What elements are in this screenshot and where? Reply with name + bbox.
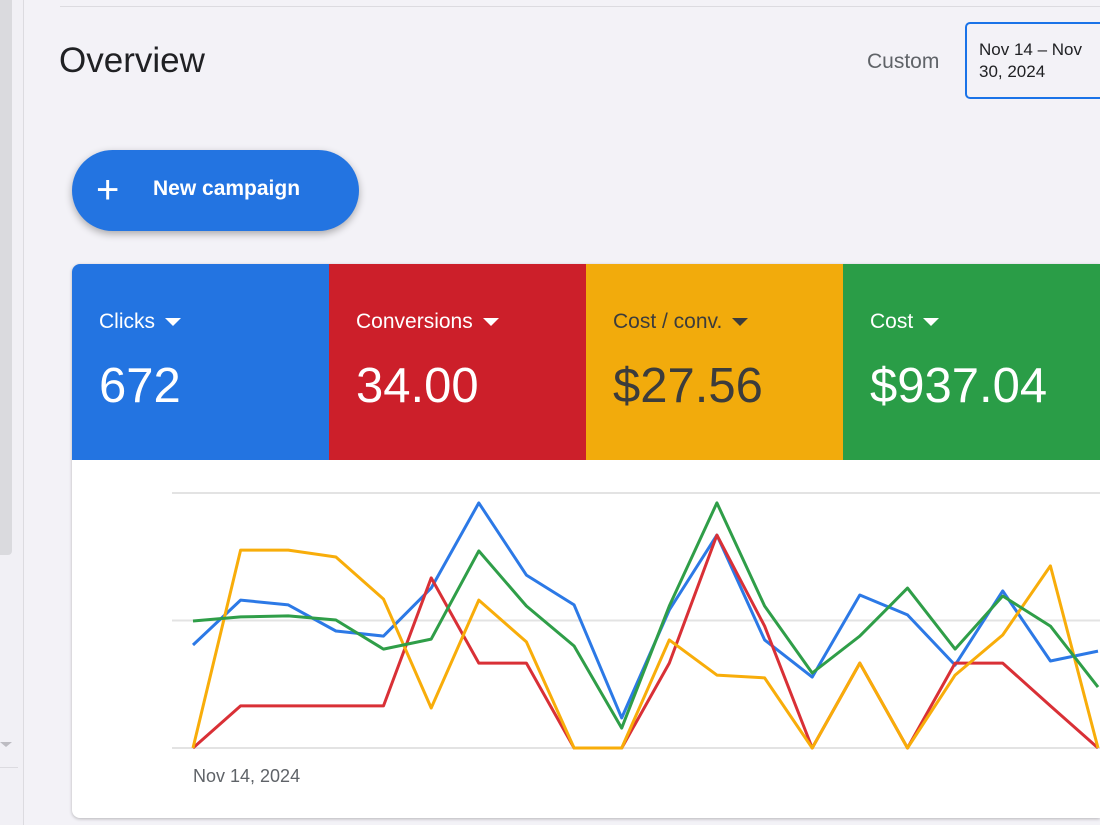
caret-down-icon[interactable] xyxy=(923,318,940,326)
caret-down-icon[interactable] xyxy=(732,318,749,326)
metric-value: $937.04 xyxy=(870,359,1048,413)
date-range-picker[interactable]: Nov 14 – Nov 30, 2024 xyxy=(965,22,1100,99)
divider xyxy=(0,767,18,768)
left-panel xyxy=(0,0,24,825)
metric-label: Cost / conv. xyxy=(613,310,723,333)
metric-tile-cost[interactable]: Cost $937.04 xyxy=(843,264,1100,460)
metric-tile-clicks[interactable]: Clicks 672 xyxy=(72,264,329,460)
plus-icon: + xyxy=(96,168,120,212)
metric-label: Conversions xyxy=(356,310,473,333)
caret-down-icon[interactable] xyxy=(482,318,499,326)
date-range-label: Custom xyxy=(867,50,940,73)
performance-chart xyxy=(172,492,1100,750)
metric-value: 34.00 xyxy=(356,359,479,413)
divider xyxy=(60,6,1100,7)
page-title: Overview xyxy=(59,41,205,80)
scrollbar[interactable] xyxy=(0,0,12,555)
performance-card: Clicks 672 Conversions 34.00 Cost / conv… xyxy=(72,264,1100,818)
series-line-cost xyxy=(192,501,1100,730)
series-line-cost-conv- xyxy=(191,548,1100,750)
new-campaign-label: New campaign xyxy=(153,177,301,200)
series-line-clicks xyxy=(191,501,1099,720)
metric-value: 672 xyxy=(99,359,181,413)
date-range-value: Nov 14 – Nov 30, 2024 xyxy=(979,39,1082,81)
caret-down-icon[interactable] xyxy=(0,742,12,747)
metric-label: Cost xyxy=(870,310,914,333)
x-axis-start-label: Nov 14, 2024 xyxy=(193,766,301,786)
metric-tile-cost-per-conv[interactable]: Cost / conv. $27.56 xyxy=(586,264,843,460)
metric-value: $27.56 xyxy=(613,359,763,413)
metric-label: Clicks xyxy=(99,310,155,333)
caret-down-icon[interactable] xyxy=(165,318,181,326)
series-line-conversions xyxy=(192,533,1099,750)
metric-tile-conversions[interactable]: Conversions 34.00 xyxy=(329,264,586,460)
new-campaign-button[interactable]: + New campaign xyxy=(72,150,359,231)
